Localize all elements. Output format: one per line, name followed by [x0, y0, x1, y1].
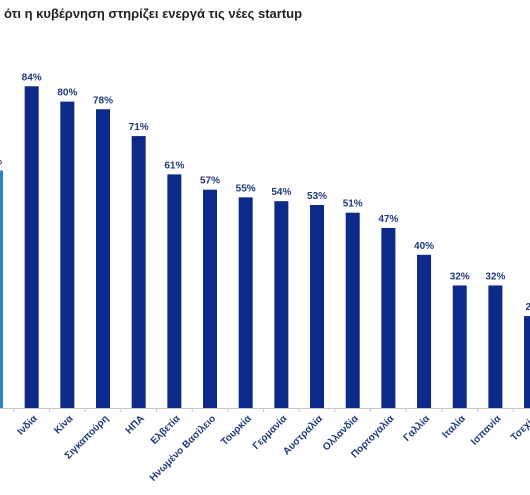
bar	[381, 227, 396, 408]
bar	[488, 285, 503, 408]
data-label: 78%	[93, 95, 113, 106]
category-label: Ηνωμένο Βασίλειο	[148, 413, 218, 483]
data-label: 40%	[414, 241, 434, 252]
data-label: 32%	[450, 271, 470, 282]
data-label: 57%	[200, 176, 220, 187]
data-label: 80%	[57, 88, 77, 99]
bar	[524, 316, 530, 408]
bar	[24, 86, 39, 408]
bar	[310, 205, 325, 408]
bar	[96, 109, 111, 408]
data-label: 24	[525, 302, 530, 313]
bar	[274, 201, 289, 408]
bar	[0, 170, 3, 408]
bar	[345, 212, 360, 408]
data-label: 47%	[378, 214, 398, 225]
category-label: Αυστραλία	[281, 413, 326, 458]
category-label: ΗΠΑ	[124, 413, 147, 436]
bar	[131, 136, 146, 408]
data-label: 54%	[271, 187, 291, 198]
data-label: %	[0, 157, 2, 168]
data-label: 51%	[343, 199, 363, 210]
category-label: Ιταλία	[441, 413, 469, 441]
category-label: Τσεχία	[509, 413, 530, 444]
bar	[60, 101, 75, 408]
bar	[417, 254, 432, 408]
bar	[452, 285, 467, 408]
bars-group	[0, 86, 530, 412]
value-labels-group: % 84% 80% 78% 71% 61% 57% 55% 54% 53% 51% 47% 40% 32%…	[0, 72, 530, 313]
data-label: 61%	[164, 160, 184, 171]
category-label: Ινδία	[16, 413, 41, 438]
bar	[167, 174, 182, 408]
category-label: Κίνα	[52, 413, 76, 437]
category-label: Τουρκία	[219, 413, 254, 448]
category-label: Ελβετία	[149, 413, 183, 447]
category-label: Ισπανία	[469, 413, 504, 448]
bar	[238, 197, 253, 408]
category-label: Γαλλία	[402, 413, 433, 444]
data-label: 32%	[485, 271, 505, 282]
bar	[203, 189, 218, 408]
data-label: 55%	[236, 183, 256, 194]
data-label: 84%	[22, 72, 42, 83]
data-label: 53%	[307, 191, 327, 202]
chart-title: ότι η κυβέρνηση στηρίζει ενεργά τις νέες…	[4, 6, 303, 21]
data-label: 71%	[129, 122, 149, 133]
